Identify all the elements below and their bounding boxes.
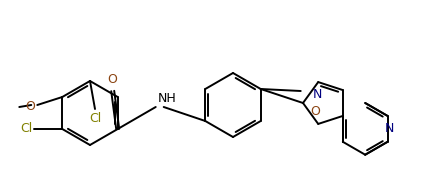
Text: Cl: Cl [20,122,32,136]
Text: O: O [310,105,320,118]
Text: N: N [312,88,322,101]
Text: O: O [107,73,117,86]
Text: N: N [385,122,394,135]
Text: Cl: Cl [89,112,101,125]
Text: NH: NH [158,92,176,105]
Text: O: O [25,101,35,114]
